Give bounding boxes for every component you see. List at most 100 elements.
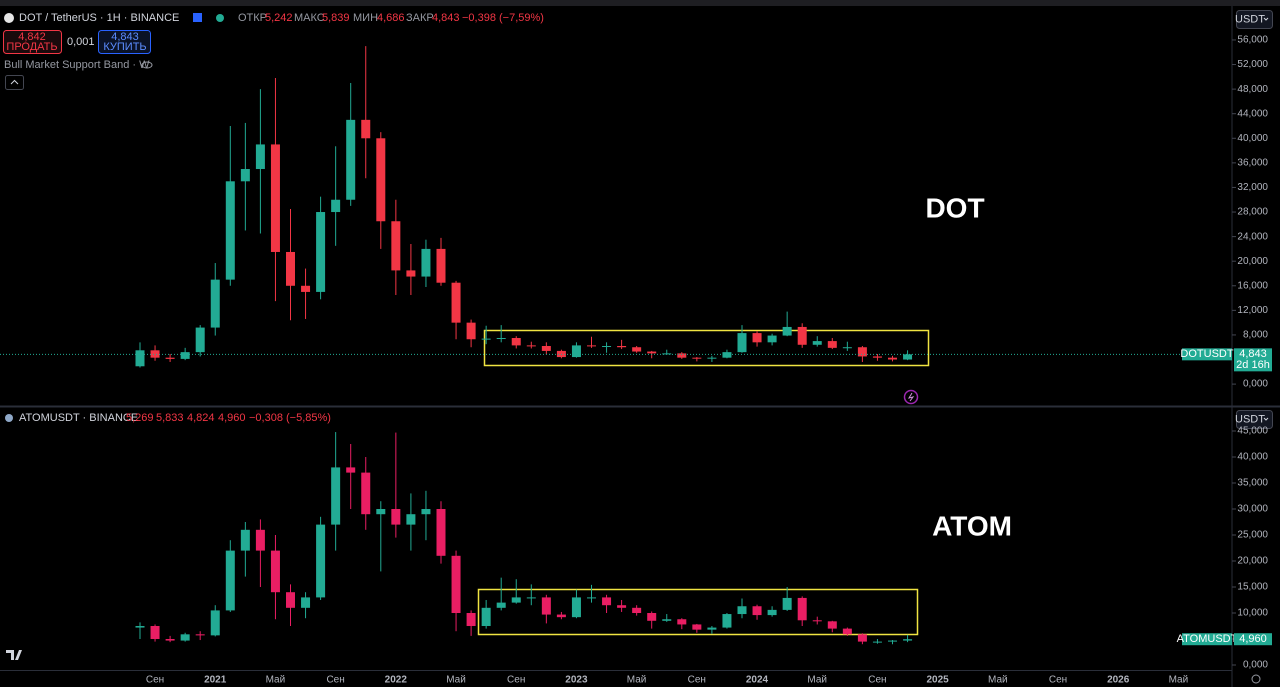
ohlc-value: 4,843 <box>432 12 460 24</box>
alert-bolt <box>907 392 915 402</box>
ohlc-label: МАКС <box>294 12 325 24</box>
dropdown-icon <box>1263 17 1269 21</box>
x-tick-label: Сен <box>146 675 164 686</box>
currency-button[interactable] <box>1236 410 1273 429</box>
candle-body <box>722 352 732 358</box>
candle-body <box>361 119 371 139</box>
candle-body <box>602 346 612 348</box>
x-tick-label: 2026 <box>1107 675 1130 686</box>
candle-body <box>571 597 581 618</box>
candle-body <box>421 509 431 515</box>
currency-button[interactable] <box>1236 10 1273 29</box>
currency: USDT <box>1235 13 1265 25</box>
y-tick-label: 40,000 <box>1237 452 1268 463</box>
candle-body <box>346 119 356 200</box>
candle-body <box>797 326 807 345</box>
candle-body <box>737 333 747 353</box>
candle-body <box>571 345 581 358</box>
y-tick-label: 16,000 <box>1237 280 1268 291</box>
candle-body <box>782 597 792 610</box>
x-tick-label: Май <box>807 675 827 686</box>
candle-body <box>827 621 837 629</box>
candle-body <box>888 357 897 360</box>
candle-body <box>451 282 461 323</box>
candle-body <box>617 346 627 348</box>
y-tick-label: 52,000 <box>1237 59 1268 70</box>
candle-body <box>225 550 235 611</box>
candle-body <box>210 610 220 636</box>
visibility-icon[interactable] <box>141 61 153 69</box>
candle-body <box>466 322 476 340</box>
x-tick-label: Сен <box>868 675 886 686</box>
candle-body <box>707 357 717 359</box>
ohlc-value: 4,960 <box>218 412 246 424</box>
y-tick-label: 0,000 <box>1243 379 1268 390</box>
x-tick-label: Сен <box>1049 675 1067 686</box>
candle-body <box>255 144 265 170</box>
symbol-title[interactable]: DOT / TetherUS · 1H · BINANCE <box>19 12 179 24</box>
ohlc-value: 5,839 <box>322 12 350 24</box>
symbol-tag <box>1182 348 1232 361</box>
ohlc-label: ЗАКР <box>406 12 434 24</box>
alert-icon[interactable] <box>903 389 919 405</box>
ohlc-value: 4,686 <box>377 12 405 24</box>
candle-body <box>767 335 777 343</box>
spread: 0,001 <box>67 36 95 48</box>
y-tick-label: 15,000 <box>1237 582 1268 593</box>
candle-body <box>346 467 356 473</box>
candle-body <box>150 626 160 640</box>
y-tick-label: 0,000 <box>1243 660 1268 671</box>
candle-body <box>331 467 341 525</box>
currency: USDT <box>1235 413 1265 425</box>
candle-body <box>406 514 416 525</box>
candle-body <box>391 509 401 525</box>
candle-body <box>270 144 280 252</box>
y-tick-label: 30,000 <box>1237 504 1268 515</box>
flag-icon[interactable] <box>193 13 202 22</box>
candle-body <box>752 333 762 343</box>
settings-icon[interactable] <box>1251 674 1261 684</box>
candle-body <box>451 555 461 614</box>
y-tick-label: 10,000 <box>1237 608 1268 619</box>
range-box <box>483 329 930 367</box>
candle-body <box>632 607 642 614</box>
candle-body <box>225 181 235 280</box>
ohlc-value: 4,824 <box>187 412 215 424</box>
buy-button[interactable] <box>98 30 151 54</box>
buy-price: 4,843 <box>111 31 139 43</box>
candle-body <box>662 619 672 621</box>
sell-button[interactable] <box>3 30 62 54</box>
candle-body <box>466 613 476 627</box>
candle-body <box>903 639 913 641</box>
status-dot <box>216 14 224 22</box>
candle-body <box>135 350 145 367</box>
candle-body <box>767 609 777 616</box>
candle-body <box>180 352 190 359</box>
price-tag-label: 4,960 <box>1239 633 1267 645</box>
candle-body <box>857 347 867 357</box>
x-tick-label: Май <box>627 675 647 686</box>
y-tick-label: 40,000 <box>1237 133 1268 144</box>
indicator-name[interactable]: Bull Market Support Band · W <box>4 59 150 71</box>
price-tag <box>1234 633 1272 646</box>
x-tick-label: Сен <box>688 675 706 686</box>
y-tick-label: 35,000 <box>1237 478 1268 489</box>
candle-body <box>436 248 446 283</box>
candle-body <box>286 251 295 286</box>
candle-body <box>827 341 837 348</box>
sell-price: 4,842 <box>18 31 46 43</box>
candle-body <box>255 529 265 551</box>
top-strip <box>0 0 1280 6</box>
x-tick-label: Май <box>988 675 1008 686</box>
candle-body <box>602 597 612 606</box>
collapse-button[interactable] <box>5 75 24 90</box>
y-tick-label: 56,000 <box>1237 35 1268 46</box>
x-tick-label: Май <box>446 675 466 686</box>
candle-body <box>677 619 687 625</box>
price-tag <box>1234 348 1272 372</box>
candle-body <box>692 357 702 359</box>
collapse-icon <box>10 79 19 85</box>
candle-body <box>617 605 627 608</box>
symbol-title[interactable]: ATOMUSDT · BINANCE <box>19 412 138 424</box>
